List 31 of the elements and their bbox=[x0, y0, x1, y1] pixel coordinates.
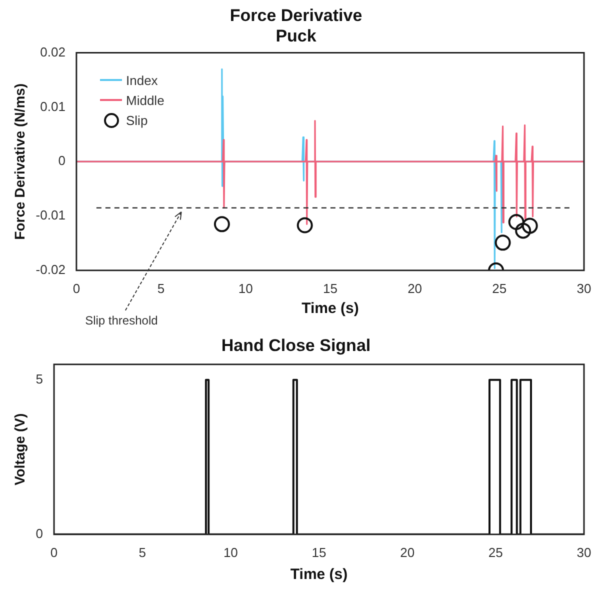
chart-title: Force Derivative bbox=[230, 6, 362, 25]
y-tick-label: -0.02 bbox=[36, 262, 66, 277]
y-tick-label: 5 bbox=[36, 371, 44, 386]
x-tick-label: 20 bbox=[400, 544, 415, 560]
x-tick-label: 25 bbox=[492, 280, 507, 296]
x-tick-label: 5 bbox=[138, 544, 146, 560]
y-axis-title: Voltage (V) bbox=[11, 413, 28, 486]
legend-label: Index bbox=[126, 72, 158, 88]
y-tick-label: 0.02 bbox=[40, 44, 66, 60]
y-axis-title: Force Derivative (N/ms) bbox=[11, 83, 28, 240]
y-tick-label: -0.01 bbox=[36, 208, 66, 223]
x-axis-title: Time (s) bbox=[290, 566, 348, 584]
legend-label: Slip bbox=[126, 112, 148, 128]
chart-title: Hand Close Signal bbox=[221, 336, 371, 355]
x-tick-label: 10 bbox=[238, 280, 253, 296]
x-tick-label: 25 bbox=[488, 544, 503, 560]
x-tick-label: 15 bbox=[312, 544, 326, 560]
x-tick-label: 30 bbox=[576, 544, 592, 560]
y-tick-label: 0 bbox=[36, 526, 44, 541]
y-tick-label: 0.01 bbox=[40, 98, 66, 114]
x-tick-label: 10 bbox=[223, 544, 238, 560]
x-tick-label: 15 bbox=[322, 280, 338, 296]
x-tick-label: 0 bbox=[72, 280, 80, 296]
x-tick-label: 5 bbox=[157, 280, 165, 296]
legend-label: Middle bbox=[126, 92, 164, 108]
y-tick-label: 0 bbox=[58, 153, 66, 168]
x-tick-label: 30 bbox=[576, 280, 592, 296]
annotation: Slip threshold bbox=[85, 313, 158, 328]
chart-subtitle: Puck bbox=[276, 26, 317, 46]
x-tick-label: 20 bbox=[408, 280, 422, 296]
x-axis-title: Time (s) bbox=[302, 300, 359, 318]
